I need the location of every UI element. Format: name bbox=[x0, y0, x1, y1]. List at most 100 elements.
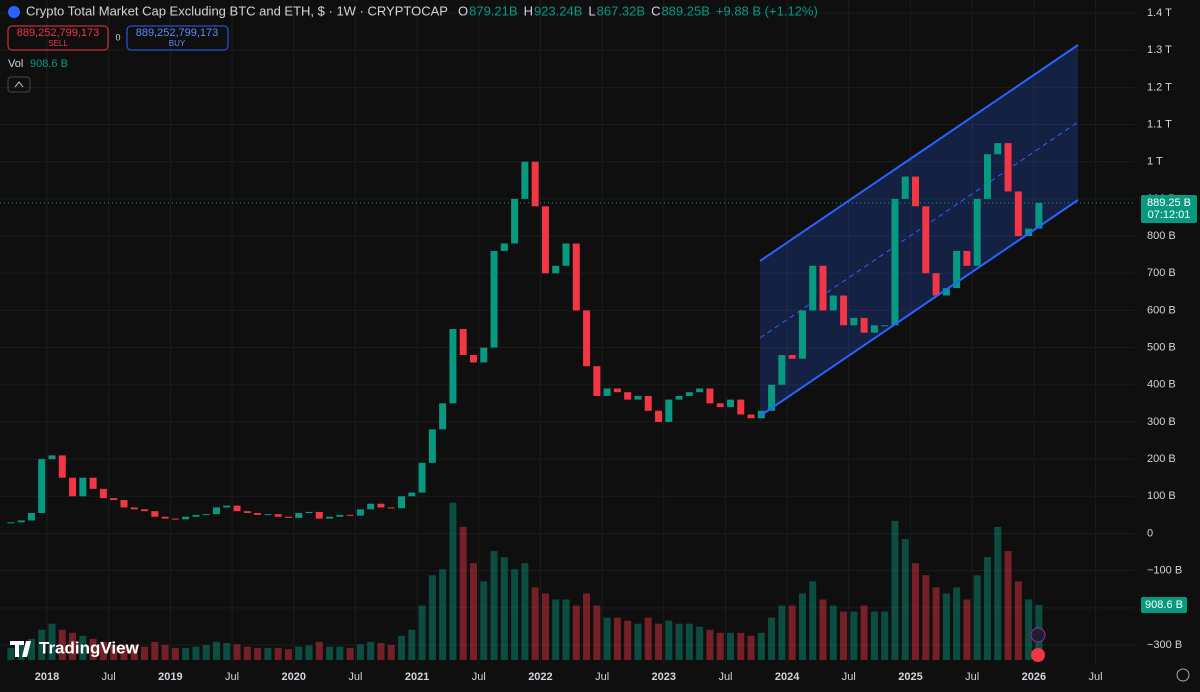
volume-tag bbox=[1141, 597, 1187, 613]
candle-body bbox=[644, 395, 652, 411]
x-tick-label: Jul bbox=[348, 671, 362, 683]
volume-bar bbox=[99, 641, 107, 660]
candle-body bbox=[346, 514, 354, 516]
y-tick-label: 1 T bbox=[1147, 156, 1163, 168]
volume-bar bbox=[562, 599, 570, 660]
candle-body bbox=[17, 520, 25, 523]
candle-body bbox=[171, 518, 179, 520]
candle-body bbox=[716, 403, 724, 408]
volume-bar bbox=[521, 563, 529, 660]
candle-body bbox=[38, 459, 46, 514]
volume-bar bbox=[603, 617, 611, 660]
brand-logo bbox=[10, 641, 31, 657]
candle-body bbox=[624, 392, 632, 400]
x-tick-label: 2020 bbox=[281, 671, 305, 683]
candle-body bbox=[58, 455, 66, 478]
candles bbox=[0, 143, 1135, 524]
candle-body bbox=[326, 516, 334, 519]
candle-body bbox=[1035, 202, 1043, 229]
candle-body bbox=[79, 477, 87, 497]
volume-bar bbox=[418, 605, 426, 660]
volume-bar bbox=[69, 632, 77, 660]
candle-body bbox=[572, 243, 580, 311]
candle-body bbox=[583, 310, 591, 367]
candle-body bbox=[336, 514, 344, 517]
volume-bar bbox=[778, 605, 786, 660]
volume-bar bbox=[788, 605, 796, 660]
collapse-button[interactable] bbox=[7, 76, 31, 93]
candle-body bbox=[696, 388, 704, 393]
channel-lower bbox=[759, 199, 1079, 417]
buy-label: BUY bbox=[169, 39, 186, 48]
sell-price: 889,252,799,173 bbox=[17, 27, 100, 39]
volume-bar bbox=[531, 587, 539, 660]
candle-body bbox=[408, 492, 416, 497]
volume-bar bbox=[757, 632, 765, 660]
candle-body bbox=[295, 513, 303, 518]
candle-body bbox=[881, 325, 889, 327]
volume-bar bbox=[1025, 599, 1033, 660]
volume-bar bbox=[860, 605, 868, 660]
candle-body bbox=[819, 265, 827, 311]
candle-body bbox=[89, 477, 97, 489]
candle-body bbox=[161, 516, 169, 519]
candle-body bbox=[315, 511, 323, 519]
alert-icon[interactable] bbox=[1030, 627, 1046, 643]
volume-bar bbox=[398, 635, 406, 660]
volume-bar bbox=[480, 581, 488, 660]
candle-body bbox=[264, 514, 272, 516]
sell-button[interactable] bbox=[7, 25, 109, 51]
candle-body bbox=[284, 516, 292, 518]
candle-body bbox=[953, 250, 961, 289]
volume-bars bbox=[7, 502, 1043, 660]
candle-body bbox=[552, 265, 560, 274]
price-tag bbox=[1141, 195, 1197, 223]
settings-icon[interactable] bbox=[1176, 668, 1190, 682]
volume-bar bbox=[264, 647, 272, 660]
ohlc-key: H bbox=[524, 3, 533, 18]
volume-bar bbox=[490, 551, 498, 660]
y-tick-label: 1.3 T bbox=[1147, 44, 1172, 56]
volume-bar bbox=[737, 632, 745, 660]
volume-bar bbox=[665, 620, 673, 660]
volume-bar bbox=[326, 646, 334, 660]
volume-bar bbox=[192, 646, 200, 660]
candle-body bbox=[7, 522, 15, 524]
volume-bar bbox=[922, 575, 930, 660]
event-icon[interactable] bbox=[1031, 648, 1045, 662]
candle-body bbox=[439, 403, 447, 430]
volume-bar bbox=[901, 539, 909, 660]
volume-bar bbox=[387, 644, 395, 660]
candle-body bbox=[356, 509, 364, 516]
y-tick-label: 0 bbox=[1147, 527, 1153, 539]
x-tick-label: Jul bbox=[102, 671, 116, 683]
volume-bar bbox=[511, 569, 519, 660]
candle-body bbox=[202, 514, 210, 516]
candle-body bbox=[120, 500, 128, 508]
volume-bar bbox=[130, 644, 138, 660]
candle-body bbox=[737, 399, 745, 415]
x-tick-label: 2021 bbox=[405, 671, 429, 683]
x-tick-label: 2024 bbox=[775, 671, 800, 683]
candle-body bbox=[860, 317, 868, 333]
candle-body bbox=[511, 198, 519, 244]
buy-button[interactable] bbox=[126, 25, 229, 51]
ohlc-value: 923.24B bbox=[534, 3, 582, 18]
volume-bar bbox=[202, 644, 210, 660]
y-tick-label: 200 B bbox=[1147, 453, 1176, 465]
candle-body bbox=[613, 388, 621, 393]
candle-body bbox=[480, 347, 488, 363]
candle-body bbox=[212, 507, 220, 515]
volume-bar bbox=[17, 644, 25, 660]
candle-body bbox=[829, 295, 837, 311]
ohlc-key: O bbox=[458, 3, 468, 18]
candle-body bbox=[922, 206, 930, 274]
volume-bar bbox=[110, 644, 118, 660]
volume-value: 908.6 B bbox=[30, 58, 68, 70]
volume-label: Vol bbox=[8, 58, 23, 70]
x-tick-label: Jul bbox=[842, 671, 856, 683]
countdown: 07:12:01 bbox=[1148, 209, 1191, 221]
volume-bar bbox=[655, 623, 663, 660]
